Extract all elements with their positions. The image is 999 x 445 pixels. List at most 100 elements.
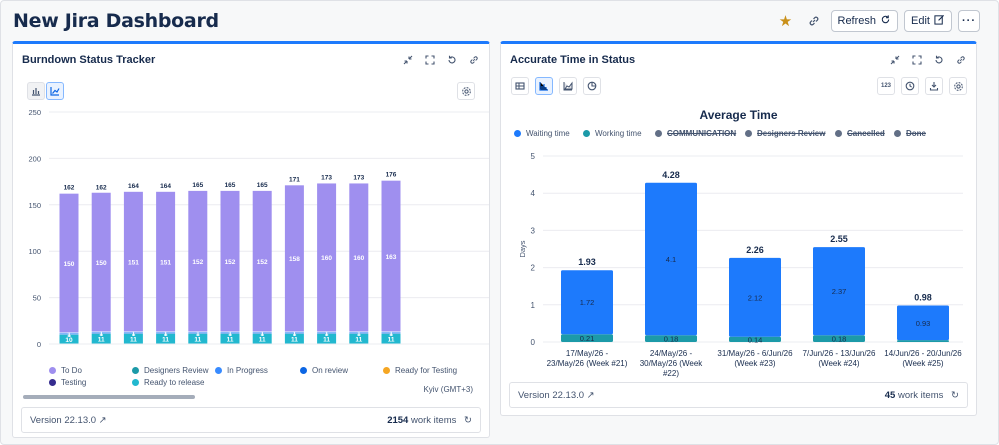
legend-swatch — [49, 379, 56, 386]
bar-segment — [91, 192, 111, 332]
fullscreen-icon[interactable] — [910, 53, 924, 67]
count-value: 45 — [884, 389, 896, 401]
panel-tools — [888, 53, 968, 67]
burndown-footer: Version 22.13.0 ↗ 2154 work items ↻ — [21, 407, 481, 433]
bar-segment — [729, 336, 781, 342]
legend-item-communication[interactable]: COMMUNICATION — [655, 129, 736, 138]
segment-label: 1 — [389, 331, 393, 338]
reload-icon[interactable] — [932, 53, 946, 67]
pie-chart-view-button[interactable] — [583, 77, 601, 95]
bar-segment — [729, 257, 781, 337]
segment-label: 11 — [388, 336, 395, 343]
bar-segment — [59, 334, 79, 344]
version-link[interactable]: Version 22.13.0 ↗ — [30, 415, 107, 426]
total-label: 165 — [257, 182, 268, 189]
horizontal-scrollbar[interactable] — [23, 395, 195, 399]
refresh-icon[interactable]: ↻ — [951, 389, 959, 401]
total-label: 173 — [321, 174, 332, 181]
legend-item-testing[interactable]: Testing — [49, 378, 86, 387]
segment-label: 1 — [196, 331, 200, 338]
edit-button[interactable]: Edit — [904, 10, 952, 32]
x-tick-label: 5/24/26 — [184, 353, 211, 354]
bar-segment — [317, 332, 337, 334]
x-tick-label: 5/20/26 — [56, 353, 83, 354]
reload-icon[interactable] — [445, 53, 459, 67]
link-icon[interactable] — [467, 53, 481, 67]
version-link[interactable]: Version 22.13.0 ↗ — [518, 390, 595, 401]
bar-segment — [317, 183, 337, 332]
download-button[interactable] — [925, 77, 943, 95]
bar-segment — [317, 333, 337, 344]
legend-item-done[interactable]: Done — [894, 129, 926, 138]
panel-tools — [401, 53, 481, 67]
x-tick-label: #22) — [663, 369, 679, 378]
segment-label: 158 — [289, 256, 300, 263]
area-chart-view-button[interactable] — [559, 77, 577, 95]
bar-segment — [813, 335, 865, 342]
legend-item-on-review[interactable]: On review — [300, 366, 348, 375]
more-button[interactable]: ··· — [958, 10, 980, 32]
refresh-button[interactable]: Refresh — [830, 10, 899, 32]
bar-chart-view-button[interactable] — [27, 82, 45, 100]
segment-label: 1 — [99, 330, 103, 337]
fullscreen-icon[interactable] — [423, 53, 437, 67]
segment-label: 0.18 — [664, 335, 679, 344]
legend-label: Done — [906, 129, 926, 138]
legend-item-working-time[interactable]: Working time — [583, 129, 642, 138]
segment-label: 11 — [162, 336, 169, 343]
refresh-icon[interactable]: ↻ — [464, 414, 472, 426]
bar-segment — [156, 333, 176, 344]
version-label: Version 22.13.0 — [518, 389, 585, 401]
segment-label: 0.14 — [748, 335, 763, 344]
segment-label: 11 — [323, 336, 330, 343]
segment-label: 1 — [132, 331, 136, 338]
total-label: 164 — [128, 183, 139, 190]
segment-label: 1 — [260, 330, 264, 337]
star-icon[interactable]: ★ — [778, 13, 793, 30]
bar-segment — [91, 333, 111, 344]
collapse-icon[interactable] — [888, 53, 902, 67]
settings-button[interactable] — [457, 82, 475, 100]
legend-item-ready-to-release[interactable]: Ready to release — [132, 378, 204, 387]
segment-label: 11 — [98, 336, 105, 343]
table-view-button[interactable] — [511, 77, 529, 95]
y-tick-label: 100 — [28, 247, 41, 256]
segment-label: 0.93 — [916, 319, 931, 328]
bar-segment — [123, 331, 143, 333]
bar-chart-view-button[interactable] — [535, 77, 553, 95]
stacked-chart-view-button[interactable] — [46, 82, 64, 100]
legend-item-waiting-time[interactable]: Waiting time — [514, 129, 570, 138]
legend-item-ready-for-testing[interactable]: Ready for Testing — [383, 366, 457, 375]
settings-button[interactable] — [949, 77, 967, 95]
legend-item-designers-review[interactable]: Designers Review — [745, 129, 825, 138]
bar-segment — [381, 331, 401, 333]
total-label: 0.98 — [914, 293, 932, 303]
legend-swatch — [835, 130, 842, 137]
link-icon[interactable] — [954, 53, 968, 67]
x-tick-label: 31/May/26 - 6/Jun/26 — [717, 349, 793, 358]
x-tick-label: 7/Jun/26 - 13/Jun/26 — [803, 349, 876, 358]
legend-item-designers-review[interactable]: Designers Review — [132, 366, 208, 375]
number-format-button[interactable]: 123 — [877, 77, 895, 95]
total-label: 162 — [96, 185, 107, 192]
segment-label: 11 — [227, 336, 234, 343]
legend-item-cancelled[interactable]: Cancelled — [835, 129, 885, 138]
bar-segment — [813, 247, 865, 336]
segment-label: 1 — [325, 330, 329, 337]
bar-segment — [252, 332, 272, 334]
total-label: 1.93 — [578, 257, 596, 267]
segment-label: 1 — [196, 330, 200, 337]
clock-button[interactable] — [901, 77, 919, 95]
x-tick-label: 5/22/26 — [120, 353, 147, 354]
legend-item-to-do[interactable]: To Do — [49, 366, 82, 375]
segment-label: 11 — [194, 336, 201, 343]
work-items-count: 2154 work items ↻ — [387, 415, 472, 426]
legend-item-in-progress[interactable]: In Progress — [215, 366, 268, 375]
legend-swatch — [745, 130, 752, 137]
collapse-icon[interactable] — [401, 53, 415, 67]
bar-segment — [188, 331, 208, 333]
link-icon[interactable] — [803, 10, 825, 32]
segment-label: 1 — [228, 331, 232, 338]
count-suffix: work items — [897, 389, 944, 401]
legend-label: Waiting time — [526, 129, 570, 138]
